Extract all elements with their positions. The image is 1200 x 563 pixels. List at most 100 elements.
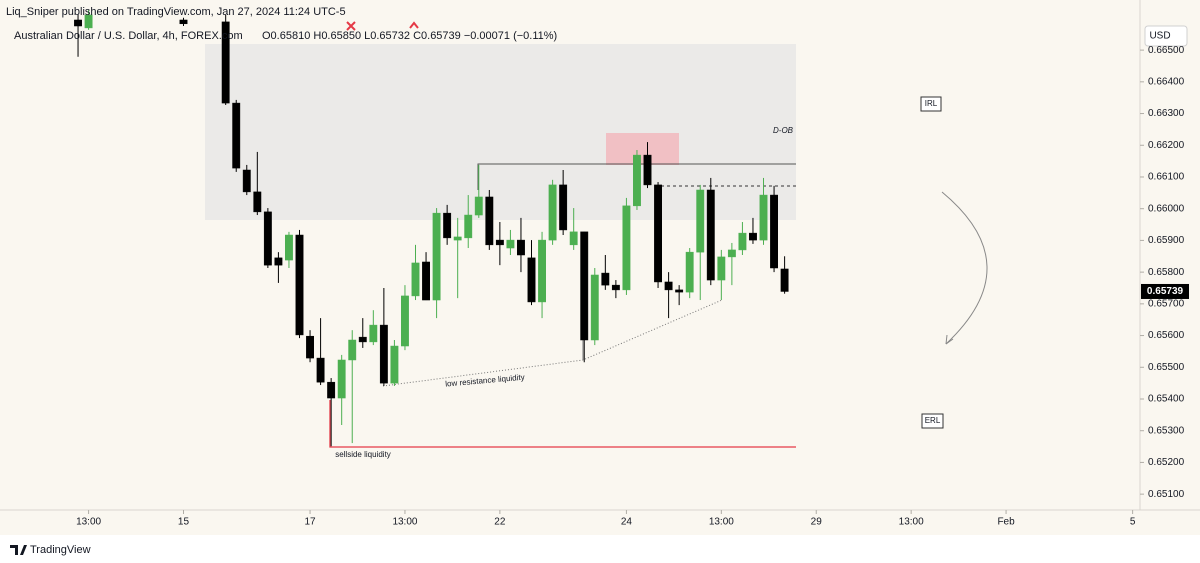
candle-body bbox=[263, 211, 272, 266]
candle-body bbox=[253, 191, 262, 213]
y-tick-label: 0.65500 bbox=[1148, 362, 1185, 373]
candle-body bbox=[727, 249, 736, 258]
curved-arrow bbox=[941, 191, 988, 345]
candle-body bbox=[179, 19, 188, 25]
candle-body bbox=[590, 274, 599, 341]
y-tick-label: 0.65300 bbox=[1148, 425, 1185, 436]
candle-body bbox=[390, 345, 399, 384]
x-tick-label: 5 bbox=[1130, 517, 1136, 528]
candle-body bbox=[780, 268, 789, 292]
candle-body bbox=[548, 184, 557, 241]
candle-body bbox=[221, 21, 230, 104]
candle-body bbox=[611, 284, 620, 291]
x-tick-label: Feb bbox=[997, 517, 1015, 528]
currency-button[interactable] bbox=[1144, 25, 1188, 47]
candle-body bbox=[538, 239, 546, 303]
candle-body bbox=[749, 232, 757, 241]
y-tick-label: 0.66300 bbox=[1148, 108, 1185, 119]
sellside-line bbox=[329, 400, 796, 448]
x-tick-label: 22 bbox=[494, 517, 506, 528]
candle-body bbox=[432, 212, 441, 301]
candle-body bbox=[337, 359, 346, 399]
candle-body bbox=[232, 102, 241, 169]
candle-body bbox=[569, 231, 578, 246]
y-tick-label: 0.66100 bbox=[1148, 172, 1185, 183]
candle-body bbox=[633, 154, 641, 207]
brand-logo bbox=[10, 545, 27, 555]
candle-body bbox=[495, 239, 504, 246]
candle-body bbox=[485, 196, 494, 246]
y-tick-label: 0.65600 bbox=[1148, 330, 1185, 341]
candle-body bbox=[348, 339, 357, 361]
x-tick-label: 15 bbox=[178, 517, 190, 528]
candle-body bbox=[74, 19, 82, 27]
candle-body bbox=[443, 212, 452, 239]
ohlc-line: O0.65810 H0.65850 L0.65732 C0.65739 −0.0… bbox=[262, 30, 557, 42]
candle-body bbox=[464, 214, 473, 239]
high-line bbox=[477, 163, 796, 190]
annotation: IRL bbox=[925, 99, 938, 108]
candle-body bbox=[770, 194, 779, 269]
candle-body bbox=[654, 184, 662, 283]
candle-body bbox=[527, 257, 536, 303]
candle-body bbox=[369, 324, 378, 343]
candle-body bbox=[717, 256, 726, 281]
candle-body bbox=[675, 289, 684, 293]
y-tick-label: 0.65800 bbox=[1148, 267, 1185, 278]
candle-body bbox=[559, 184, 568, 231]
y-tick-label: 0.66000 bbox=[1148, 203, 1185, 214]
candle-body bbox=[242, 169, 251, 193]
x-tick-label: 13:00 bbox=[899, 517, 924, 528]
candle-body bbox=[506, 239, 515, 249]
last-price-box bbox=[1141, 283, 1189, 299]
candle-body bbox=[285, 234, 293, 261]
author-line: Liq_Sniper published on TradingView.com,… bbox=[6, 6, 346, 18]
y-tick-label: 0.66500 bbox=[1148, 45, 1185, 56]
candle-body bbox=[379, 324, 388, 384]
supply-zone bbox=[606, 133, 679, 165]
irl-box bbox=[920, 96, 942, 112]
annotation: sellside liquidity bbox=[335, 450, 391, 459]
candle-body bbox=[422, 261, 430, 301]
candle-body bbox=[274, 257, 283, 266]
candle-body bbox=[453, 236, 462, 241]
candle-body bbox=[517, 239, 525, 256]
price-axis-background bbox=[1140, 0, 1200, 510]
candle-body bbox=[643, 154, 652, 186]
y-tick-label: 0.65100 bbox=[1148, 489, 1185, 500]
candle-body bbox=[411, 262, 420, 297]
y-tick-label: 0.66200 bbox=[1148, 140, 1185, 151]
annotation: D-OB bbox=[773, 126, 794, 135]
candle-body bbox=[401, 295, 409, 347]
candle-body bbox=[306, 335, 314, 359]
candle-body bbox=[696, 189, 705, 253]
x-tick-label: 13:00 bbox=[709, 517, 734, 528]
y-tick-label: 0.65400 bbox=[1148, 394, 1185, 405]
candle-body bbox=[474, 196, 483, 216]
x-tick-label: 17 bbox=[304, 517, 316, 528]
y-tick-label: 0.65700 bbox=[1148, 298, 1185, 309]
time-axis-background bbox=[0, 510, 1200, 535]
candle-body bbox=[664, 281, 673, 291]
y-tick-label: 0.66400 bbox=[1148, 76, 1185, 87]
candle-body bbox=[706, 189, 715, 281]
x-tick-label: 24 bbox=[621, 517, 633, 528]
erl-box bbox=[921, 413, 944, 429]
candle-body bbox=[316, 357, 325, 383]
y-tick-label: 0.65200 bbox=[1148, 457, 1185, 468]
last-price-label: 0.65739 bbox=[1147, 286, 1184, 297]
candle-body bbox=[738, 232, 747, 251]
candle-body bbox=[580, 231, 589, 341]
chart-title: Australian Dollar / U.S. Dollar, 4h, FOR… bbox=[14, 30, 243, 42]
x-marker bbox=[346, 21, 356, 31]
currency-label[interactable]: USD bbox=[1149, 31, 1170, 42]
x-tick-label: 13:00 bbox=[76, 517, 101, 528]
candle-body bbox=[84, 14, 93, 29]
brand-name: TradingView bbox=[30, 544, 91, 556]
x-tick-label: 29 bbox=[811, 517, 823, 528]
candle-body bbox=[295, 234, 304, 336]
last-price-tag: 0.65739 bbox=[1141, 283, 1189, 299]
candle-body bbox=[622, 205, 631, 291]
candle-body bbox=[358, 336, 367, 343]
